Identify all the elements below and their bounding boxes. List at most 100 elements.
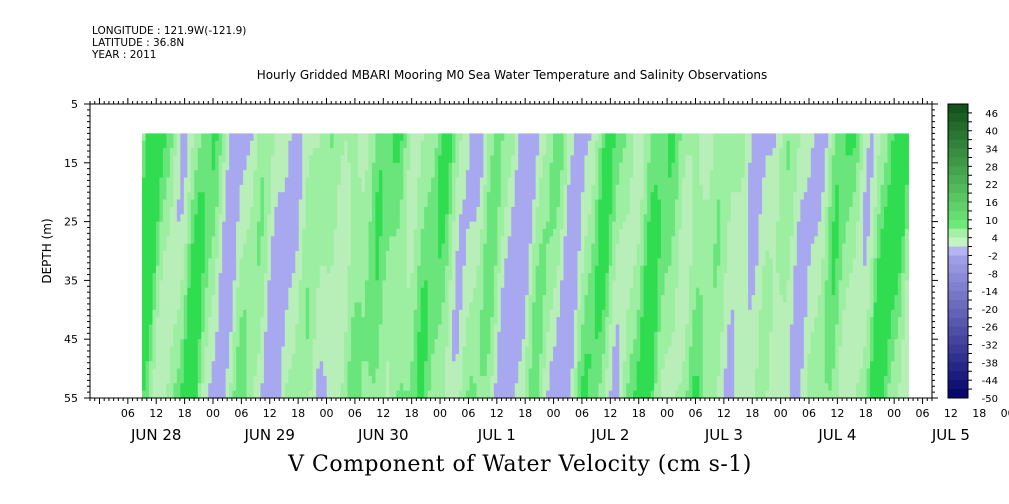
x-day-label: JUL 2 — [590, 426, 629, 444]
x-axis: 06 12 18 00 06 12 18 00 06 12 18 00 06 12 18 00 06 12 18 00… — [89, 98, 1009, 444]
colorbar-swatch — [948, 264, 968, 274]
colorbar-swatch — [948, 300, 968, 310]
x-hour-label: 18 — [178, 407, 192, 420]
x-hour-label: 18 — [632, 407, 646, 420]
colorbar-label: 40 — [985, 127, 998, 138]
colorbar-swatch — [948, 326, 968, 337]
colorbar-swatch — [948, 273, 968, 283]
x-hour-label: 06 — [234, 407, 248, 420]
colorbar-swatch — [948, 344, 968, 354]
colorbar-swatch — [948, 308, 968, 319]
y-axis-label: DEPTH (m) — [40, 218, 54, 283]
colorbar-swatch — [948, 104, 968, 114]
year-label: YEAR : 2011 — [92, 49, 157, 61]
x-day-label: JUN 29 — [244, 426, 295, 444]
colorbar-swatch — [948, 246, 968, 256]
x-hour-label: 06 — [688, 407, 702, 420]
x-hour-label: 00 — [206, 407, 220, 420]
x-axis-label: V Component of Water Velocity (cm s-1) — [288, 452, 752, 477]
colorbar-swatch — [948, 210, 968, 221]
colorbar-swatch — [948, 291, 968, 301]
colorbar-swatch — [948, 112, 968, 123]
x-hour-label: 12 — [263, 407, 277, 420]
colorbar-swatch — [948, 317, 968, 328]
x-hour-label: 18 — [405, 407, 419, 420]
y-tick-label: 55 — [64, 392, 78, 405]
colorbar-label: -38 — [982, 358, 998, 369]
x-hour-label: 12 — [376, 407, 390, 420]
x-hour-label: 12 — [603, 407, 617, 420]
colorbar-swatch — [948, 202, 968, 212]
x-hour-label: 06 — [575, 407, 589, 420]
x-hour-label: 06 — [348, 407, 362, 420]
latitude-label: LATITUDE : 36.8N — [92, 37, 185, 49]
x-hour-label: 00 — [547, 407, 561, 420]
colorbar-swatch — [948, 237, 968, 247]
x-hour-label: 00 — [887, 407, 901, 420]
colorbar: 46 40 34 28 22 16 10 4 -2 -8 -14 -20 -26 -32 -38 -44 -50 — [947, 103, 998, 405]
colorbar-label: -44 — [982, 376, 998, 387]
colorbar-label: -20 — [982, 305, 998, 316]
x-hour-label: 00 — [1001, 407, 1009, 420]
x-hour-label: 12 — [830, 407, 844, 420]
x-hour-label: 00 — [774, 407, 788, 420]
colorbar-swatch — [948, 193, 968, 203]
y-tick-label: 5 — [71, 98, 78, 111]
x-day-label: JUL 1 — [477, 426, 516, 444]
colorbar-swatch — [948, 130, 968, 141]
colorbar-swatch — [948, 219, 968, 230]
x-hour-label: 00 — [660, 407, 674, 420]
colorbar-label: 22 — [985, 180, 998, 191]
chart-title: Hourly Gridded MBARI Mooring M0 Sea Wate… — [256, 68, 768, 82]
y-tick-label: 35 — [64, 274, 78, 287]
colorbar-label: 10 — [985, 216, 998, 227]
x-hour-label: 18 — [745, 407, 759, 420]
x-hour-label: 00 — [320, 407, 334, 420]
colorbar-label: -2 — [988, 251, 998, 262]
x-day-label: JUL 3 — [704, 426, 743, 444]
colorbar-swatch — [948, 362, 968, 372]
colorbar-swatch — [948, 282, 968, 292]
colorbar-swatch — [948, 335, 968, 345]
x-hour-label: 18 — [291, 407, 305, 420]
colorbar-swatch — [948, 380, 968, 390]
colorbar-swatch — [948, 184, 968, 194]
x-hour-label: 18 — [518, 407, 532, 420]
colorbar-swatch — [948, 148, 968, 158]
colorbar-swatch — [948, 255, 968, 265]
velocity-field — [142, 133, 909, 399]
colorbar-label: 34 — [985, 145, 998, 156]
colorbar-swatch — [948, 228, 968, 239]
colorbar-swatch — [948, 139, 968, 149]
x-hour-label: 18 — [972, 407, 986, 420]
x-hour-label: 12 — [149, 407, 163, 420]
colorbar-label: -32 — [982, 341, 998, 352]
x-hour-label: 06 — [461, 407, 475, 420]
x-hour-label: 12 — [717, 407, 731, 420]
longitude-label: LONGITUDE : 121.9W(-121.9) — [92, 25, 247, 37]
colorbar-swatch — [948, 166, 968, 176]
y-axis: 5 15 25 35 45 55 — [64, 98, 938, 405]
colorbar-label: -8 — [988, 269, 998, 280]
colorbar-label: 4 — [992, 234, 998, 245]
colorbar-label: 46 — [985, 109, 998, 120]
x-hour-label: 06 — [916, 407, 930, 420]
x-day-label: JUN 28 — [130, 426, 181, 444]
x-hour-label: 06 — [121, 407, 135, 420]
x-day-label: JUL 4 — [817, 426, 856, 444]
colorbar-swatch — [948, 371, 968, 381]
colorbar-swatch — [948, 121, 968, 132]
colorbar-swatch — [948, 389, 968, 399]
colorbar-label: -14 — [982, 287, 998, 298]
x-hour-label: 12 — [490, 407, 504, 420]
colorbar-swatch — [948, 353, 968, 363]
x-hour-label: 12 — [944, 407, 958, 420]
colorbar-label: 28 — [985, 162, 998, 173]
x-hour-label: 00 — [433, 407, 447, 420]
x-day-label: JUN 30 — [357, 426, 408, 444]
y-tick-label: 25 — [64, 216, 78, 229]
colorbar-label: -26 — [982, 323, 998, 334]
x-hour-label: 18 — [859, 407, 873, 420]
